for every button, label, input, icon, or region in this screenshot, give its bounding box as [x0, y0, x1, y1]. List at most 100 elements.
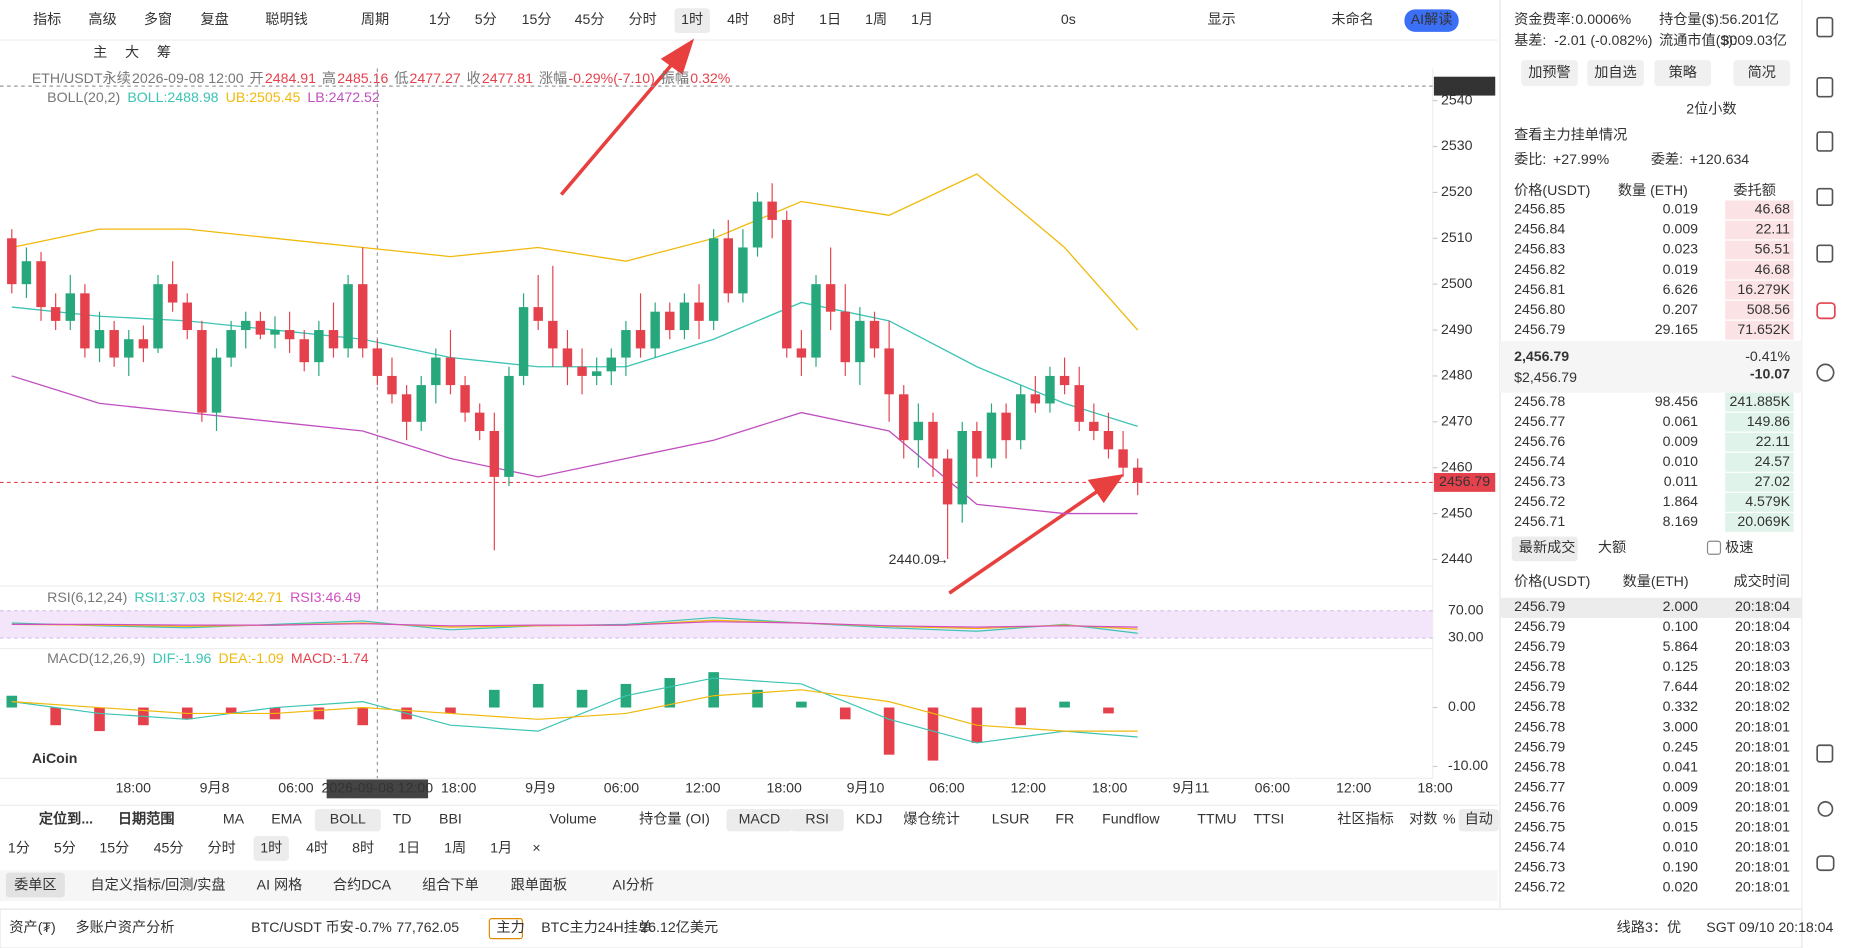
toolbar-item[interactable]: 未命名 [1331, 11, 1373, 27]
trades-header: 成交时间 [1733, 573, 1790, 589]
panel-tab[interactable]: 合约DCA [333, 876, 392, 892]
indicator-item[interactable]: 持仓量 (OI) [639, 810, 710, 826]
toolbar-item[interactable]: 45分 [575, 11, 605, 27]
indicator-item[interactable]: MACD [739, 810, 781, 826]
period-item[interactable]: 15分 [99, 840, 129, 856]
header-field: 收 [467, 70, 481, 86]
trade-price: 2456.79 [1514, 738, 1565, 754]
period-item[interactable]: 分时 [208, 840, 236, 856]
period-item[interactable]: 5分 [54, 840, 76, 856]
indicator-item[interactable]: Fundflow [1102, 810, 1160, 826]
trade-price: 2456.79 [1514, 618, 1565, 634]
depth-bg [1725, 240, 1794, 260]
header-field: 0.32% [690, 70, 731, 86]
panel-tab[interactable]: 自定义指标/回测/实盘 [90, 876, 225, 892]
toolbar-item[interactable]: 聪明钱 [265, 11, 307, 27]
indicator-item[interactable]: % [1443, 810, 1456, 826]
toolbar-item[interactable]: 显示 [1208, 11, 1236, 27]
header-field: 高 [322, 70, 336, 86]
toolbar-item[interactable]: 15分 [522, 11, 552, 27]
tool[interactable]: 主 [93, 44, 107, 60]
candle-body [928, 421, 938, 459]
period-item[interactable]: 1周 [444, 840, 466, 856]
button[interactable]: 加自选 [1594, 64, 1636, 80]
indicator-item[interactable]: LSUR [992, 810, 1030, 826]
indicator-item[interactable]: 定位到... [39, 810, 93, 826]
toolbar-item[interactable]: 1月 [911, 11, 933, 27]
period-item[interactable]: 1时 [260, 840, 282, 856]
indicator-item[interactable]: 日期范围 [118, 810, 175, 826]
period-item[interactable]: 1分 [8, 840, 30, 856]
trade-tab[interactable]: 最新成交 [1519, 539, 1576, 555]
toolbar-item[interactable]: 分时 [629, 11, 657, 27]
indicator-item[interactable]: TD [393, 810, 412, 826]
indicator-item[interactable]: 对数 [1409, 810, 1437, 826]
toolbar-item[interactable]: 指标 [33, 11, 61, 27]
candle-body [211, 357, 222, 413]
toolbar-item[interactable]: 8时 [773, 11, 795, 27]
indicator-item[interactable]: RSI [805, 810, 829, 826]
toolbar-item[interactable]: 高级 [88, 11, 116, 27]
toolbar-item[interactable]: 1时 [681, 11, 703, 27]
toolbar-item[interactable]: 4时 [727, 11, 749, 27]
indicator-item[interactable]: 自动 [1465, 810, 1493, 826]
indicator-item[interactable]: TTMU [1197, 810, 1236, 826]
button[interactable]: 加预警 [1528, 64, 1570, 80]
toolbar-item[interactable]: 0s [1061, 11, 1076, 27]
candle-body [387, 375, 397, 395]
candle-body [358, 284, 368, 349]
tool[interactable]: 大 [125, 44, 139, 60]
toolbar-item[interactable]: 1分 [429, 11, 451, 27]
trade-qty: 5.864 [1663, 638, 1699, 654]
indicator-item[interactable]: TTSI [1254, 810, 1285, 826]
indicator-item[interactable]: KDJ [856, 810, 883, 826]
indicator-item[interactable]: 社区指标 [1337, 810, 1394, 826]
period-item[interactable]: 45分 [154, 840, 184, 856]
period-item[interactable]: 4时 [306, 840, 328, 856]
panel-tab[interactable]: AI分析 [612, 876, 654, 892]
toolbar-item[interactable]: 复盘 [200, 11, 228, 27]
indicator-item[interactable]: 爆仓统计 [903, 810, 960, 826]
indicator-item[interactable]: MA [223, 810, 245, 826]
ob-qty: 0.023 [1663, 241, 1699, 257]
legend-item: RSI1:37.03 [134, 589, 205, 605]
candle-body [884, 348, 894, 395]
ob-qty: 0.010 [1663, 453, 1699, 469]
tool[interactable]: 筹 [157, 44, 171, 60]
panel-tab[interactable]: AI 网格 [257, 876, 303, 892]
indicator-item[interactable]: EMA [271, 810, 302, 826]
trade-tab[interactable]: 极速 [1725, 539, 1753, 555]
market-field: 3009.03亿 [1722, 32, 1787, 48]
y-tick-label: 2510 [1441, 229, 1473, 245]
trade-price: 2456.79 [1514, 678, 1565, 694]
panel-tab[interactable]: 跟单面板 [511, 876, 568, 892]
period-item[interactable]: 8时 [352, 840, 374, 856]
decimals[interactable]: 2位小数 [1686, 100, 1736, 116]
indicator-item[interactable]: Volume [550, 810, 597, 826]
candle-body [913, 421, 924, 441]
toolbar-item[interactable]: AI解读 [1411, 11, 1453, 27]
candle-body [226, 330, 236, 358]
period-item[interactable]: 1日 [398, 840, 420, 856]
close[interactable]: × [532, 840, 540, 856]
main-orders-link[interactable]: 查看主力挂单情况 [1514, 126, 1627, 142]
toolbar-item[interactable]: 5分 [475, 11, 497, 27]
period-item[interactable]: 1月 [490, 840, 512, 856]
toolbar-item[interactable]: 1周 [865, 11, 887, 27]
toolbar-item[interactable]: 多窗 [144, 11, 172, 27]
toolbar-item[interactable]: 周期 [361, 11, 389, 27]
button[interactable]: 简况 [1748, 64, 1776, 80]
indicator-item[interactable]: FR [1055, 810, 1074, 826]
candle-body [372, 348, 383, 376]
button[interactable]: 策略 [1669, 64, 1697, 80]
candle-body [80, 293, 90, 349]
panel-tab[interactable]: 组合下单 [422, 876, 479, 892]
toolbar-item[interactable]: 1日 [819, 11, 841, 27]
indicator-item[interactable]: BBI [439, 810, 462, 826]
panel-tab[interactable]: 委单区 [14, 876, 56, 892]
candle-body [65, 293, 75, 321]
macd-bar [1103, 707, 1114, 714]
indicator-item[interactable]: BOLL [330, 810, 366, 826]
boll-legend: BOLL(20,2) BOLL:2488.98 UB:2505.45 LB:2472.… [47, 89, 380, 105]
trade-tab[interactable]: 大额 [1598, 539, 1626, 555]
